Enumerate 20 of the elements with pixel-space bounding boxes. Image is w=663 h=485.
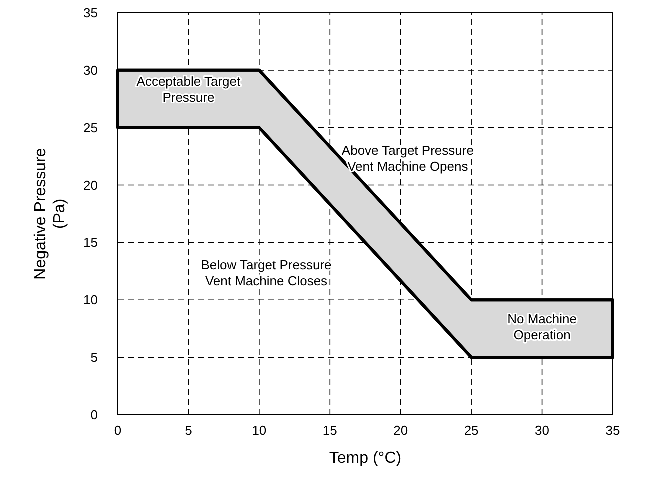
y-tick-label: 5 [90, 350, 98, 366]
y-axis-title: Negative Pressure (Pa) [32, 148, 68, 280]
y-tick-label: 15 [84, 235, 98, 250]
annotation: Acceptable Target Pressure [136, 74, 242, 105]
x-axis-title: Temp (°C) [329, 450, 402, 467]
x-tick-label: 35 [606, 423, 620, 438]
annotation: No Machine Operation [508, 312, 577, 343]
y-tick-label: 0 [90, 408, 98, 422]
x-tick-label: 25 [464, 423, 479, 438]
x-tick-label: 0 [114, 423, 122, 438]
x-tick-label: 5 [185, 423, 192, 438]
y-tick-label: 25 [84, 120, 98, 136]
x-tick-label: 15 [322, 423, 338, 438]
x-tick-label: 10 [252, 423, 267, 438]
y-tick-label: 10 [84, 292, 98, 308]
y-tick-label: 35 [84, 6, 98, 20]
x-tick-label: 30 [535, 423, 550, 438]
x-tick-label: 20 [394, 423, 408, 438]
y-tick-label: 20 [84, 178, 98, 193]
y-tick-label: 30 [84, 62, 98, 78]
